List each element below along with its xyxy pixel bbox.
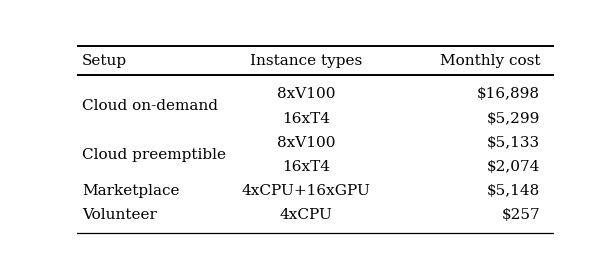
Text: $5,148: $5,148 — [487, 184, 540, 198]
Text: $2,074: $2,074 — [487, 160, 540, 174]
Text: 4xCPU: 4xCPU — [280, 208, 333, 222]
Text: 8xV100: 8xV100 — [277, 136, 335, 150]
Text: $5,133: $5,133 — [487, 136, 540, 150]
Text: Setup: Setup — [82, 53, 127, 68]
Text: Cloud preemptible: Cloud preemptible — [82, 148, 226, 162]
Text: Monthly cost: Monthly cost — [440, 53, 540, 68]
Text: $5,299: $5,299 — [487, 111, 540, 126]
Text: 4xCPU+16xGPU: 4xCPU+16xGPU — [241, 184, 371, 198]
Text: Marketplace: Marketplace — [82, 184, 179, 198]
Text: $257: $257 — [501, 208, 540, 222]
Text: 16xT4: 16xT4 — [282, 160, 330, 174]
Text: Volunteer: Volunteer — [82, 208, 156, 222]
Text: $16,898: $16,898 — [477, 88, 540, 101]
Text: 8xV100: 8xV100 — [277, 88, 335, 101]
Text: Cloud on-demand: Cloud on-demand — [82, 99, 218, 114]
Text: 16xT4: 16xT4 — [282, 111, 330, 126]
Text: Instance types: Instance types — [250, 53, 362, 68]
